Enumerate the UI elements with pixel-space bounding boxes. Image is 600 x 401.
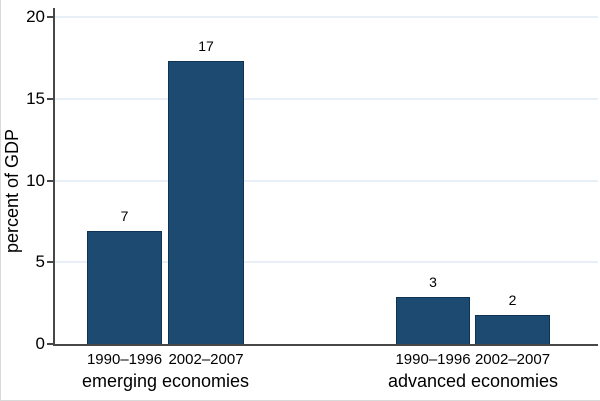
bar-value-label: 7 [120, 208, 129, 225]
gridline-20 [55, 16, 598, 19]
y-axis-title: percent of GDP [2, 128, 22, 254]
y-tick-label-20: 20 [26, 7, 45, 27]
x-group-label: emerging economies [81, 371, 250, 391]
y-tick-label-5: 5 [35, 252, 45, 272]
bar-advanced-2002–2007 [475, 314, 550, 345]
bar-value-label: 3 [429, 273, 437, 290]
y-tick-label-10: 10 [26, 170, 45, 190]
bar-advanced-1990–1996 [396, 296, 470, 345]
gridline-15 [55, 98, 598, 101]
x-category-label: 2002–2007 [168, 351, 244, 368]
x-category-label: 2002–2007 [474, 351, 551, 368]
y-axis-line [53, 8, 55, 346]
bar-emerging-2002–2007 [168, 61, 244, 345]
bar-value-label: 17 [198, 38, 214, 55]
bar-emerging-1990–1996 [87, 231, 162, 345]
y-tick-label-15: 15 [26, 89, 45, 109]
y-tick-10 [47, 179, 53, 182]
y-tick-0 [47, 343, 53, 345]
gridline-5 [55, 261, 598, 264]
x-category-label: 1990–1996 [395, 351, 471, 368]
y-tick-label-0: 0 [35, 334, 45, 353]
x-group-label: advanced economies [387, 371, 559, 391]
bar-value-label: 2 [508, 291, 517, 308]
gridline-10 [55, 179, 598, 182]
y-tick-5 [47, 261, 53, 264]
y-tick-20 [47, 16, 53, 19]
x-axis-line [53, 344, 598, 346]
y-tick-15 [47, 98, 53, 101]
x-category-label: 1990–1996 [86, 351, 163, 368]
